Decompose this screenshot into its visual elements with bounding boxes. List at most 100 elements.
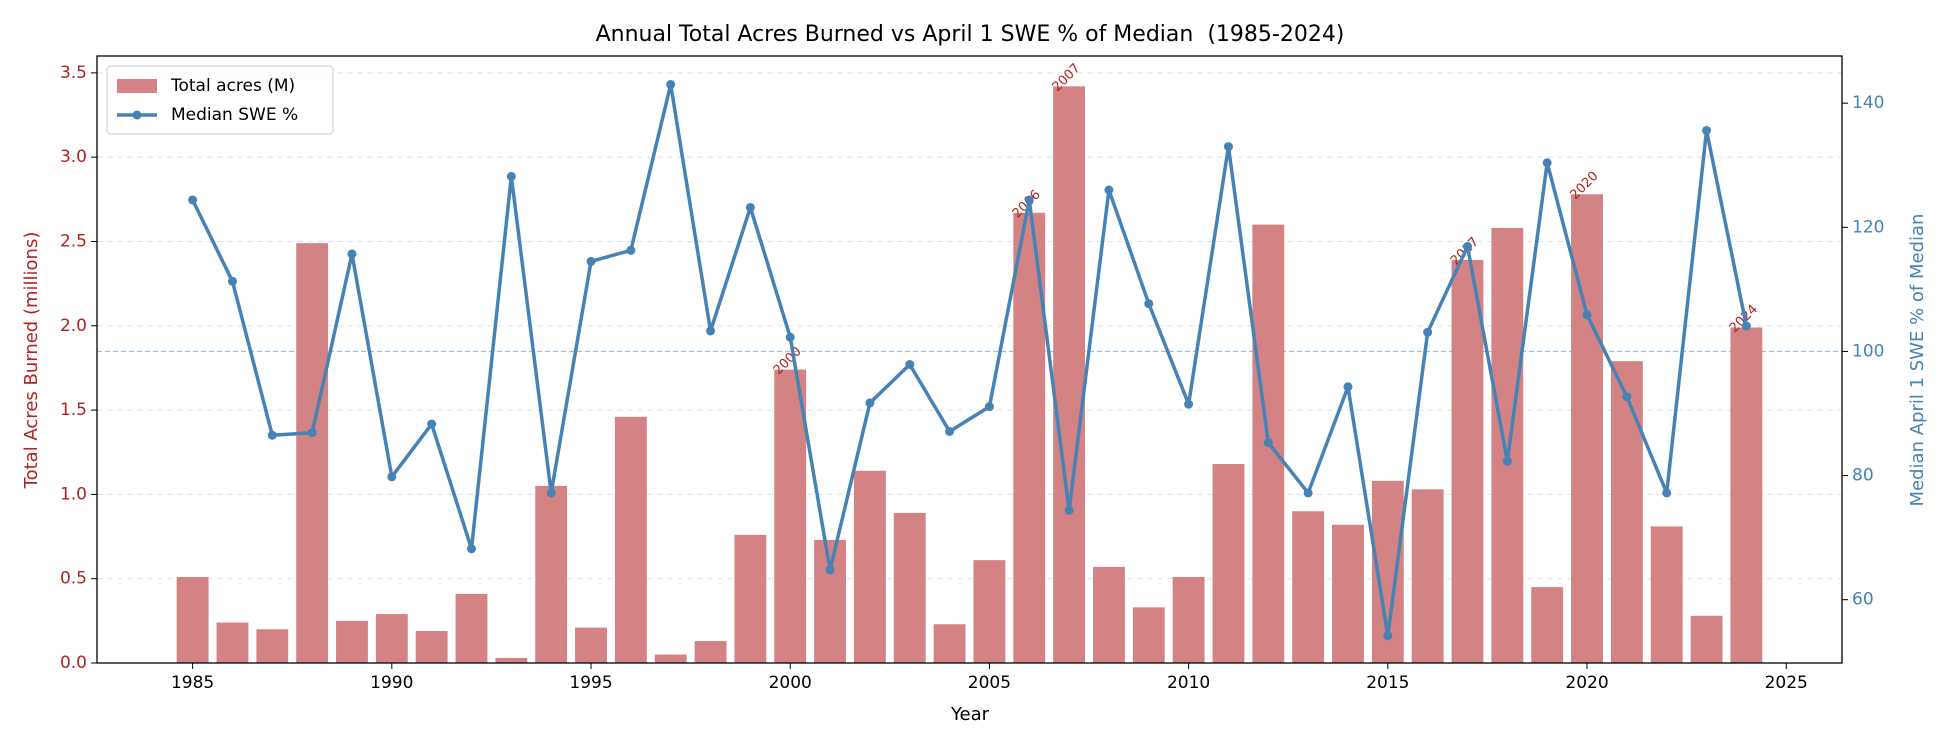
x-tick-label: 1995 xyxy=(569,673,612,693)
line-point xyxy=(785,332,795,342)
line-point xyxy=(666,80,676,90)
line-point xyxy=(227,276,237,286)
line-point xyxy=(506,171,516,181)
bar xyxy=(654,654,687,663)
line-point xyxy=(1423,327,1433,337)
bar xyxy=(694,641,727,663)
bar xyxy=(774,369,807,663)
line-point xyxy=(1024,195,1034,205)
line-point xyxy=(307,428,317,438)
line-point xyxy=(1064,505,1074,515)
legend-swatch-marker xyxy=(132,110,142,120)
bar xyxy=(455,593,488,663)
bar xyxy=(1053,86,1086,664)
bar xyxy=(1610,361,1643,663)
line-point xyxy=(945,426,955,436)
bar xyxy=(734,534,767,663)
bar xyxy=(933,624,966,663)
y-tick-label: 2.5 xyxy=(60,231,87,251)
y-tick-label: 3.0 xyxy=(60,147,87,167)
x-tick-label: 1985 xyxy=(171,673,214,693)
legend-box xyxy=(106,65,334,135)
chart-title: Annual Total Acres Burned vs April 1 SWE… xyxy=(596,22,1345,47)
line-point xyxy=(267,430,277,440)
x-tick-label: 2010 xyxy=(1167,673,1210,693)
x-tick-label: 2020 xyxy=(1565,673,1608,693)
line-point xyxy=(1383,631,1393,641)
bar xyxy=(575,627,607,663)
line-point xyxy=(1702,125,1712,135)
line-point xyxy=(1622,392,1632,402)
bar xyxy=(1172,577,1205,663)
bar xyxy=(216,622,249,663)
line-point xyxy=(586,256,596,266)
y2-tick-label: 100 xyxy=(1852,341,1884,361)
y-tick-label: 3.5 xyxy=(60,63,87,83)
bar xyxy=(853,470,886,663)
line-point xyxy=(1223,142,1233,152)
line-point xyxy=(347,249,357,259)
bar xyxy=(336,620,368,663)
x-tick-label: 1990 xyxy=(370,673,413,693)
bar xyxy=(1690,615,1723,663)
line-point xyxy=(427,419,437,429)
bar xyxy=(1292,511,1325,663)
bar xyxy=(1730,327,1763,663)
line-point xyxy=(1104,185,1114,195)
line-point xyxy=(745,202,755,212)
line-point xyxy=(1582,310,1592,320)
line-point xyxy=(1463,242,1473,252)
line xyxy=(191,82,1749,638)
bar xyxy=(973,560,1006,663)
y-tick-label: 0.0 xyxy=(60,653,87,673)
bar xyxy=(893,512,926,663)
bar xyxy=(1132,607,1165,663)
line-point xyxy=(1662,488,1672,498)
bar xyxy=(614,416,647,663)
line-point xyxy=(387,472,397,482)
y-axis-label: Total Acres Burned (millions) xyxy=(21,232,42,490)
x-axis-label: Year xyxy=(950,704,990,725)
line-point xyxy=(865,398,875,408)
line-point xyxy=(188,195,198,205)
bar xyxy=(1491,227,1524,663)
y-tick-label: 0.5 xyxy=(60,569,87,589)
line-point xyxy=(1144,299,1154,309)
y-tick-label: 1.0 xyxy=(60,484,87,504)
bar xyxy=(1411,489,1444,663)
line-point xyxy=(706,326,716,336)
bar xyxy=(296,243,329,664)
line-point xyxy=(1184,399,1194,409)
line-point xyxy=(1303,488,1313,498)
y2-axis-label: Median April 1 SWE % of Median xyxy=(1907,214,1928,507)
line-point xyxy=(466,544,476,554)
x-tick-label: 2025 xyxy=(1765,673,1808,693)
line-point xyxy=(546,488,556,498)
line-point xyxy=(1542,158,1552,168)
y2-tick-label: 80 xyxy=(1852,466,1874,486)
y-tick-label: 2.0 xyxy=(60,316,87,336)
bar xyxy=(1332,524,1364,663)
y-tick-label: 1.5 xyxy=(60,400,87,420)
legend-label: Median SWE % xyxy=(171,105,298,125)
bar xyxy=(1650,526,1683,663)
y2-tick-label: 140 xyxy=(1852,93,1884,113)
line-point xyxy=(1502,456,1512,466)
bar xyxy=(375,614,408,663)
x-tick-label: 2000 xyxy=(769,673,812,693)
bar xyxy=(415,630,448,663)
bar xyxy=(1451,260,1484,663)
line-point xyxy=(1343,382,1353,392)
line-point xyxy=(1263,438,1273,448)
line-point xyxy=(626,245,636,255)
legend-swatch xyxy=(117,79,157,93)
y2-tick-label: 60 xyxy=(1852,590,1874,610)
bar xyxy=(814,539,846,663)
bar xyxy=(1212,464,1245,663)
bar xyxy=(176,577,209,663)
line-point xyxy=(984,402,994,412)
x-tick-label: 2005 xyxy=(968,673,1011,693)
bar xyxy=(535,485,568,663)
